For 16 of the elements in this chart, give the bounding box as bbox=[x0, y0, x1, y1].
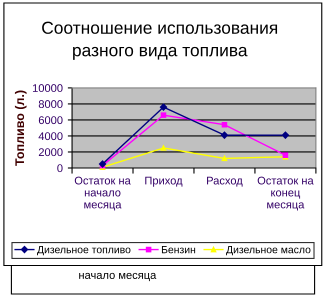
x-tick-label: Остаток на конец месяца bbox=[258, 176, 314, 211]
legend-label: Дизельное топливо bbox=[37, 246, 130, 256]
y-tick-label: 10000 bbox=[32, 84, 63, 92]
legend-label: Бензин bbox=[162, 246, 196, 254]
y-tick-label: 6000 bbox=[38, 116, 63, 124]
x-tick-label: Приход bbox=[145, 176, 182, 187]
x-tick-label: Остаток на начало месяца bbox=[74, 176, 131, 211]
legend-label: Дизельное масло bbox=[226, 246, 310, 256]
text: начало месяца bbox=[79, 272, 156, 282]
x-tick-label: Расход bbox=[207, 176, 243, 187]
y-tick-label: 8000 bbox=[38, 100, 63, 108]
chart-title: Соотношение использования разного вида топлива bbox=[42, 22, 278, 60]
y-tick-label: 2000 bbox=[38, 148, 63, 156]
y-tick-label: 0 bbox=[57, 164, 63, 172]
y-tick-label: 4000 bbox=[38, 132, 63, 140]
y-axis-title: Топливо (л.) bbox=[14, 90, 27, 166]
